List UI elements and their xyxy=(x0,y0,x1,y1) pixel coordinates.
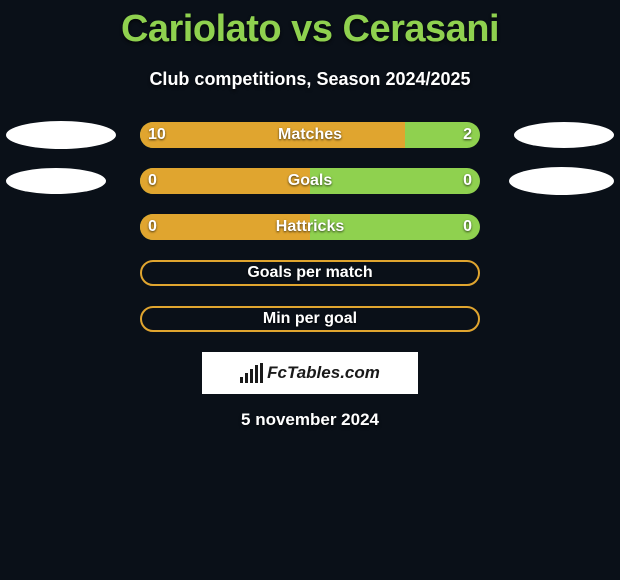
stat-row: Goals per match xyxy=(0,260,620,286)
stat-row: Hattricks 0 0 xyxy=(0,214,620,240)
bar-segment-left xyxy=(140,168,310,194)
stat-bar: Hattricks 0 0 xyxy=(140,214,480,240)
stat-value-right: 0 xyxy=(463,218,472,236)
stat-label: Goals xyxy=(288,172,332,190)
ellipse-right xyxy=(514,122,614,148)
stat-bar: Goals 0 0 xyxy=(140,168,480,194)
ellipse-right xyxy=(509,167,614,195)
ellipse-left xyxy=(6,168,106,194)
stat-bar: Matches 10 2 xyxy=(140,122,480,148)
ellipse-left xyxy=(6,121,116,149)
stat-row: Matches 10 2 xyxy=(0,122,620,148)
stat-value-right: 2 xyxy=(463,126,472,144)
stat-bar: Min per goal xyxy=(140,306,480,332)
stat-label: Goals per match xyxy=(247,264,372,282)
logo-box: FcTables.com xyxy=(202,352,418,394)
bar-segment-left xyxy=(140,122,405,148)
page-title: Cariolato vs Cerasani xyxy=(0,0,620,51)
stat-label: Matches xyxy=(278,126,342,144)
stat-value-right: 0 xyxy=(463,172,472,190)
subtitle: Club competitions, Season 2024/2025 xyxy=(0,69,620,90)
bar-segment-right xyxy=(310,168,480,194)
stat-row: Goals 0 0 xyxy=(0,168,620,194)
stat-bar: Goals per match xyxy=(140,260,480,286)
stat-row: Min per goal xyxy=(0,306,620,332)
stat-value-left: 10 xyxy=(148,126,166,144)
logo-bars-icon xyxy=(240,363,263,383)
date-label: 5 november 2024 xyxy=(0,410,620,430)
stat-value-left: 0 xyxy=(148,172,157,190)
stat-value-left: 0 xyxy=(148,218,157,236)
stat-label: Min per goal xyxy=(263,310,357,328)
stat-rows-container: Matches 10 2 Goals 0 0 Hattricks 0 0 Goals per ma… xyxy=(0,122,620,332)
logo-text: FcTables.com xyxy=(267,363,380,383)
stat-label: Hattricks xyxy=(276,218,344,236)
